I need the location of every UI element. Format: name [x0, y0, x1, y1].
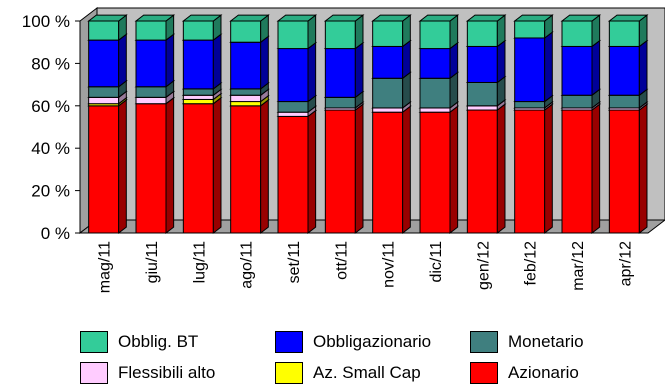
- legend-item-obbligazionario: Obbligazionario: [275, 330, 470, 354]
- x-tick-label: dic/11: [428, 241, 445, 283]
- bar-segment: [607, 103, 649, 235]
- bar-segment: [560, 14, 602, 48]
- bar-segment: [323, 41, 365, 99]
- bar-segment: [418, 14, 460, 50]
- bar-segment: [134, 14, 176, 42]
- legend-label-obblig-bt: Obblig. BT: [118, 332, 199, 351]
- bar-segment: [87, 98, 128, 235]
- legend-item-flessibili-alto: Flessibili alto: [80, 361, 275, 385]
- bar-segment: [181, 96, 223, 235]
- x-tick-label: mar/12: [570, 241, 587, 291]
- bar-segment: [276, 109, 318, 235]
- bar-segment: [465, 103, 507, 235]
- bar-segment: [134, 33, 176, 88]
- legend-swatch-obblig-bt: [80, 331, 108, 353]
- x-tick-label: apr/12: [617, 241, 634, 286]
- bar-segment: [607, 14, 649, 48]
- legend-item-azionario: Azionario: [470, 361, 640, 385]
- x-tick-label: lug/11: [191, 241, 208, 284]
- bar-segment: [513, 14, 554, 39]
- legend-swatch-obbligazionario: [275, 331, 303, 353]
- bar-segment: [276, 14, 318, 50]
- bar-segment: [323, 103, 365, 235]
- bar-segment: [181, 33, 223, 90]
- x-tick-label: feb/12: [523, 241, 540, 286]
- bar-segment: [560, 103, 602, 235]
- bar-segment: [229, 35, 270, 90]
- legend-swatch-azionario: [470, 362, 498, 384]
- x-tick-label: ott/11: [333, 241, 350, 280]
- bar-segment: [229, 98, 270, 235]
- legend-label-az-small-cap: Az. Small Cap: [313, 363, 421, 382]
- legend-swatch-monetario: [470, 331, 498, 353]
- y-tick-label: 100 %: [22, 12, 70, 31]
- x-tick-label: gen/12: [475, 241, 492, 290]
- bar-segment: [323, 14, 365, 50]
- legend-label-azionario: Azionario: [508, 363, 579, 382]
- y-tick-label: 0 %: [41, 224, 70, 243]
- bar-segment: [607, 39, 649, 97]
- x-tick-label: ago/11: [239, 241, 256, 289]
- bar-segment: [181, 14, 223, 42]
- bar-segment: [276, 41, 318, 103]
- bar-segment: [465, 14, 507, 48]
- legend-item-obblig-bt: Obblig. BT: [80, 330, 275, 354]
- legend-swatch-flessibili-alto: [80, 362, 108, 384]
- y-tick-label: 60 %: [31, 97, 70, 116]
- bar-segment: [513, 31, 554, 103]
- y-tick-label: 40 %: [31, 139, 70, 158]
- bar-segment: [87, 14, 128, 42]
- y-tick-label: 80 %: [31, 54, 70, 73]
- bar-segment: [371, 105, 412, 235]
- bar-segment: [134, 96, 176, 235]
- x-tick-label: giu/11: [144, 241, 161, 284]
- x-tick-label: nov/11: [381, 241, 398, 288]
- x-tick-label: mag/11: [97, 241, 114, 293]
- bar-segment: [418, 105, 460, 235]
- legend-label-monetario: Monetario: [508, 332, 584, 351]
- x-tick-label: set/11: [286, 241, 303, 284]
- chart-legend: Obblig. BT Obbligazionario Monetario Fle…: [80, 330, 640, 385]
- bar-segment: [87, 33, 128, 88]
- legend-swatch-az-small-cap: [275, 362, 303, 384]
- bar-segment: [371, 14, 412, 48]
- legend-item-monetario: Monetario: [470, 330, 640, 354]
- legend-label-obbligazionario: Obbligazionario: [313, 332, 432, 351]
- legend-label-flessibili-alto: Flessibili alto: [118, 363, 216, 382]
- legend-item-az-small-cap: Az. Small Cap: [275, 361, 470, 385]
- bar-segment: [560, 39, 602, 97]
- y-tick-label: 20 %: [31, 182, 70, 201]
- bar-segment: [513, 103, 554, 235]
- bar-segment: [229, 14, 270, 44]
